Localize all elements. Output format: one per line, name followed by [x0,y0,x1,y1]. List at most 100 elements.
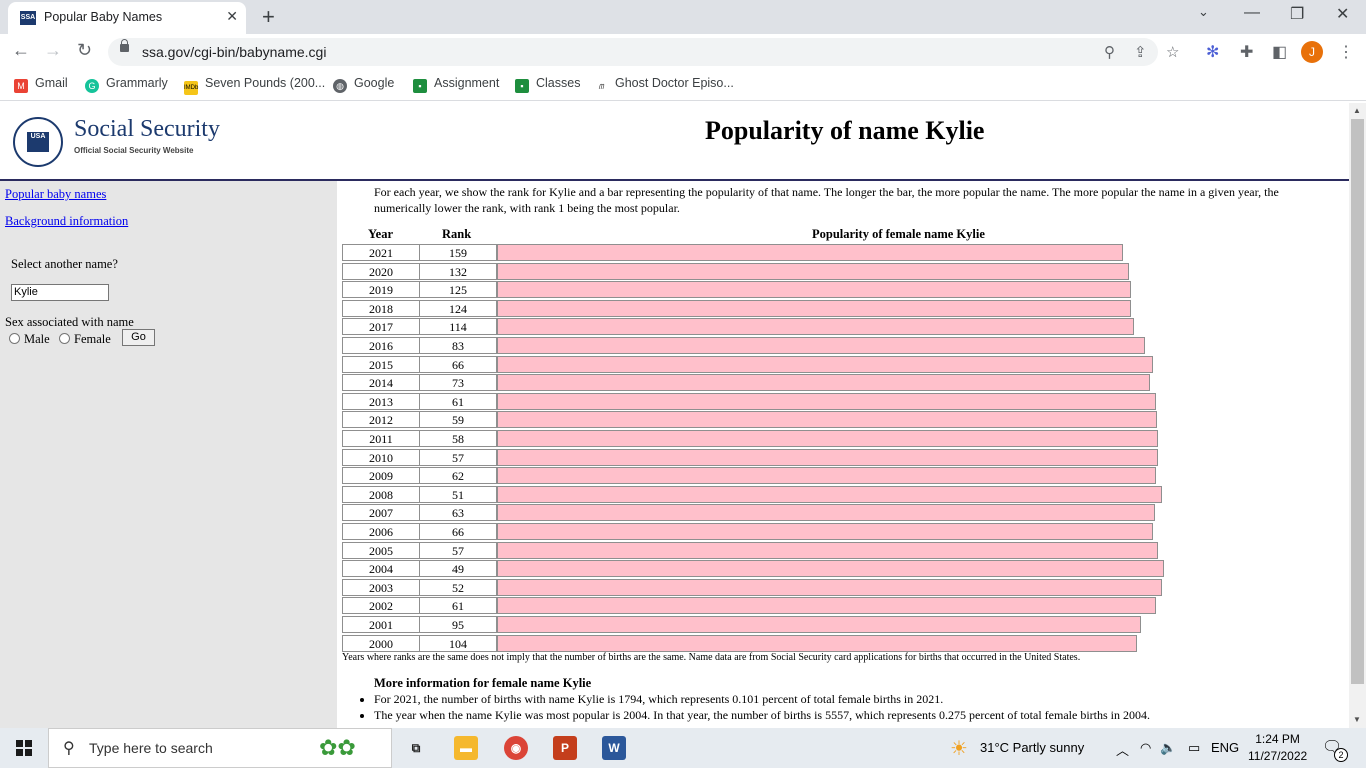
new-tab-button[interactable]: + [262,4,275,29]
windows-taskbar: ⚲ Type here to search ✿✿ ⧉ ▬ ◉ P W ☀ 31°… [0,728,1366,768]
rank-cell: 132 [419,263,497,280]
forward-button[interactable]: → [44,40,62,60]
year-cell: 2013 [342,393,420,410]
rank-cell: 51 [419,486,497,503]
background-information-link[interactable]: Background information [5,214,129,228]
close-tab-icon[interactable]: ✕ [226,8,238,24]
list-item: The year when the name Kylie was most po… [374,707,1150,723]
browser-tab[interactable]: SSA Popular Baby Names ✕ [8,2,246,34]
popular-baby-names-link[interactable]: Popular baby names [5,187,107,201]
table-row: 2016 83 [342,337,497,355]
intro-text: For each year, we show the rank for Kyli… [374,185,1279,215]
tab-search-icon[interactable]: ⌄ [1198,4,1209,19]
bookmark-ghost-doctor[interactable]: ᗰ Ghost Doctor Episo... [594,76,734,95]
imdb-icon: IMDb [184,81,198,95]
chrome-icon[interactable]: ◉ [504,736,528,760]
footnote: Years where ranks are the same does not … [342,652,1081,663]
popularity-bar [497,281,1131,298]
bookmark-google[interactable]: ◍ Google [333,76,394,93]
table-row: 2017 114 [342,318,497,336]
table-row: 2014 73 [342,374,497,392]
profile-avatar[interactable]: J [1301,41,1323,63]
volume-icon[interactable]: 🔈 [1160,740,1177,755]
page-scrollbar[interactable]: ▲ ▼ [1349,103,1366,728]
bookmark-gmail[interactable]: M Gmail [14,76,68,93]
name-input[interactable]: Kylie [11,284,109,301]
year-cell: 2002 [342,597,420,614]
year-cell: 2005 [342,542,420,559]
ssa-favicon-icon: SSA [20,11,36,25]
zoom-icon[interactable]: ⚲ [1104,44,1115,61]
word-icon[interactable]: W [602,736,626,760]
table-row: 2004 49 [342,560,497,578]
year-cell: 2000 [342,635,420,652]
year-column-header: Year [368,227,393,241]
female-radio[interactable] [59,333,70,344]
popularity-column-header: Popularity of female name Kylie [812,227,985,241]
bookmark-seven-pounds[interactable]: IMDb Seven Pounds (200... [184,76,325,95]
network-icon[interactable]: ◠ [1140,740,1152,755]
clock[interactable]: 1:24 PM 11/27/2022 [1248,731,1307,765]
file-explorer-icon[interactable]: ▬ [454,736,478,760]
popularity-bar [497,393,1156,410]
year-cell: 2021 [342,244,420,261]
windows-start-icon[interactable] [16,740,32,756]
popularity-bar [497,467,1156,484]
minimize-button[interactable]: — [1244,4,1260,21]
scroll-up-icon[interactable]: ▲ [1353,106,1361,115]
extension-icon[interactable]: ✻ [1206,44,1220,61]
tab-strip: SSA Popular Baby Names ✕ + ⌄ — ❐ ✕ [0,0,1366,34]
year-cell: 2016 [342,337,420,354]
tray-chevron-icon[interactable]: ︿ [1116,743,1130,758]
bookmark-grammarly[interactable]: G Grammarly [85,76,168,93]
restore-button[interactable]: ❐ [1290,6,1305,23]
search-placeholder: Type here to search [89,740,213,756]
address-bar[interactable]: ssa.gov/cgi-bin/babyname.cgi ⚲ ⇪ ☆ [108,38,1179,66]
table-row: 2020 132 [342,263,497,281]
year-cell: 2010 [342,449,420,466]
rank-cell: 124 [419,300,497,317]
back-button[interactable]: ← [12,40,30,60]
year-cell: 2004 [342,560,420,577]
more-info-list: For 2021, the number of births with name… [358,691,1150,723]
org-name[interactable]: Social Security [74,116,220,142]
extensions-puzzle-icon[interactable]: ✚ [1240,44,1254,61]
popularity-bar [497,300,1131,317]
org-subtitle: Official Social Security Website [74,146,194,155]
rank-cell: 104 [419,635,497,652]
bookmark-classes[interactable]: ▪ Classes [515,76,580,93]
bookmark-star-icon[interactable]: ☆ [1166,44,1180,61]
male-radio[interactable] [9,333,20,344]
scroll-down-icon[interactable]: ▼ [1353,715,1361,724]
ssa-seal-logo[interactable]: USA [13,117,63,167]
table-row: 2006 66 [342,523,497,541]
task-view-icon[interactable]: ⧉ [411,741,421,755]
year-cell: 2006 [342,523,420,540]
bookmarks-bar: M Gmail G Grammarly IMDb Seven Pounds (200.… [0,70,1366,101]
side-panel-icon[interactable]: ◧ [1272,44,1288,61]
table-row: 2015 66 [342,356,497,374]
taskbar-search-box[interactable]: ⚲ Type here to search ✿✿ [48,728,392,768]
weather-text[interactable]: 31°C Partly sunny [980,740,1085,755]
popularity-bar [497,635,1137,652]
weather-icon[interactable]: ☀ [950,738,968,760]
rank-cell: 62 [419,467,497,484]
bookmark-assignment[interactable]: ▪ Assignment [413,76,499,93]
rank-cell: 83 [419,337,497,354]
year-cell: 2019 [342,281,420,298]
table-row: 2011 58 [342,430,497,448]
reload-button[interactable]: ↻ [77,40,93,60]
language-indicator[interactable]: ENG [1211,740,1240,755]
table-row: 2019 125 [342,281,497,299]
scroll-thumb[interactable] [1351,119,1364,684]
table-row: 2018 124 [342,300,497,318]
go-button[interactable]: Go [122,329,155,346]
year-cell: 2012 [342,411,420,428]
keyboard-icon[interactable]: ▭ [1188,740,1201,755]
powerpoint-icon[interactable]: P [553,736,577,760]
menu-kebab-icon[interactable]: ⋮ [1338,44,1354,61]
close-window-button[interactable]: ✕ [1336,6,1350,23]
more-info-title: More information for female name Kylie [374,676,592,690]
page-title: Popularity of name Kylie [705,116,985,145]
share-icon[interactable]: ⇪ [1134,44,1147,61]
